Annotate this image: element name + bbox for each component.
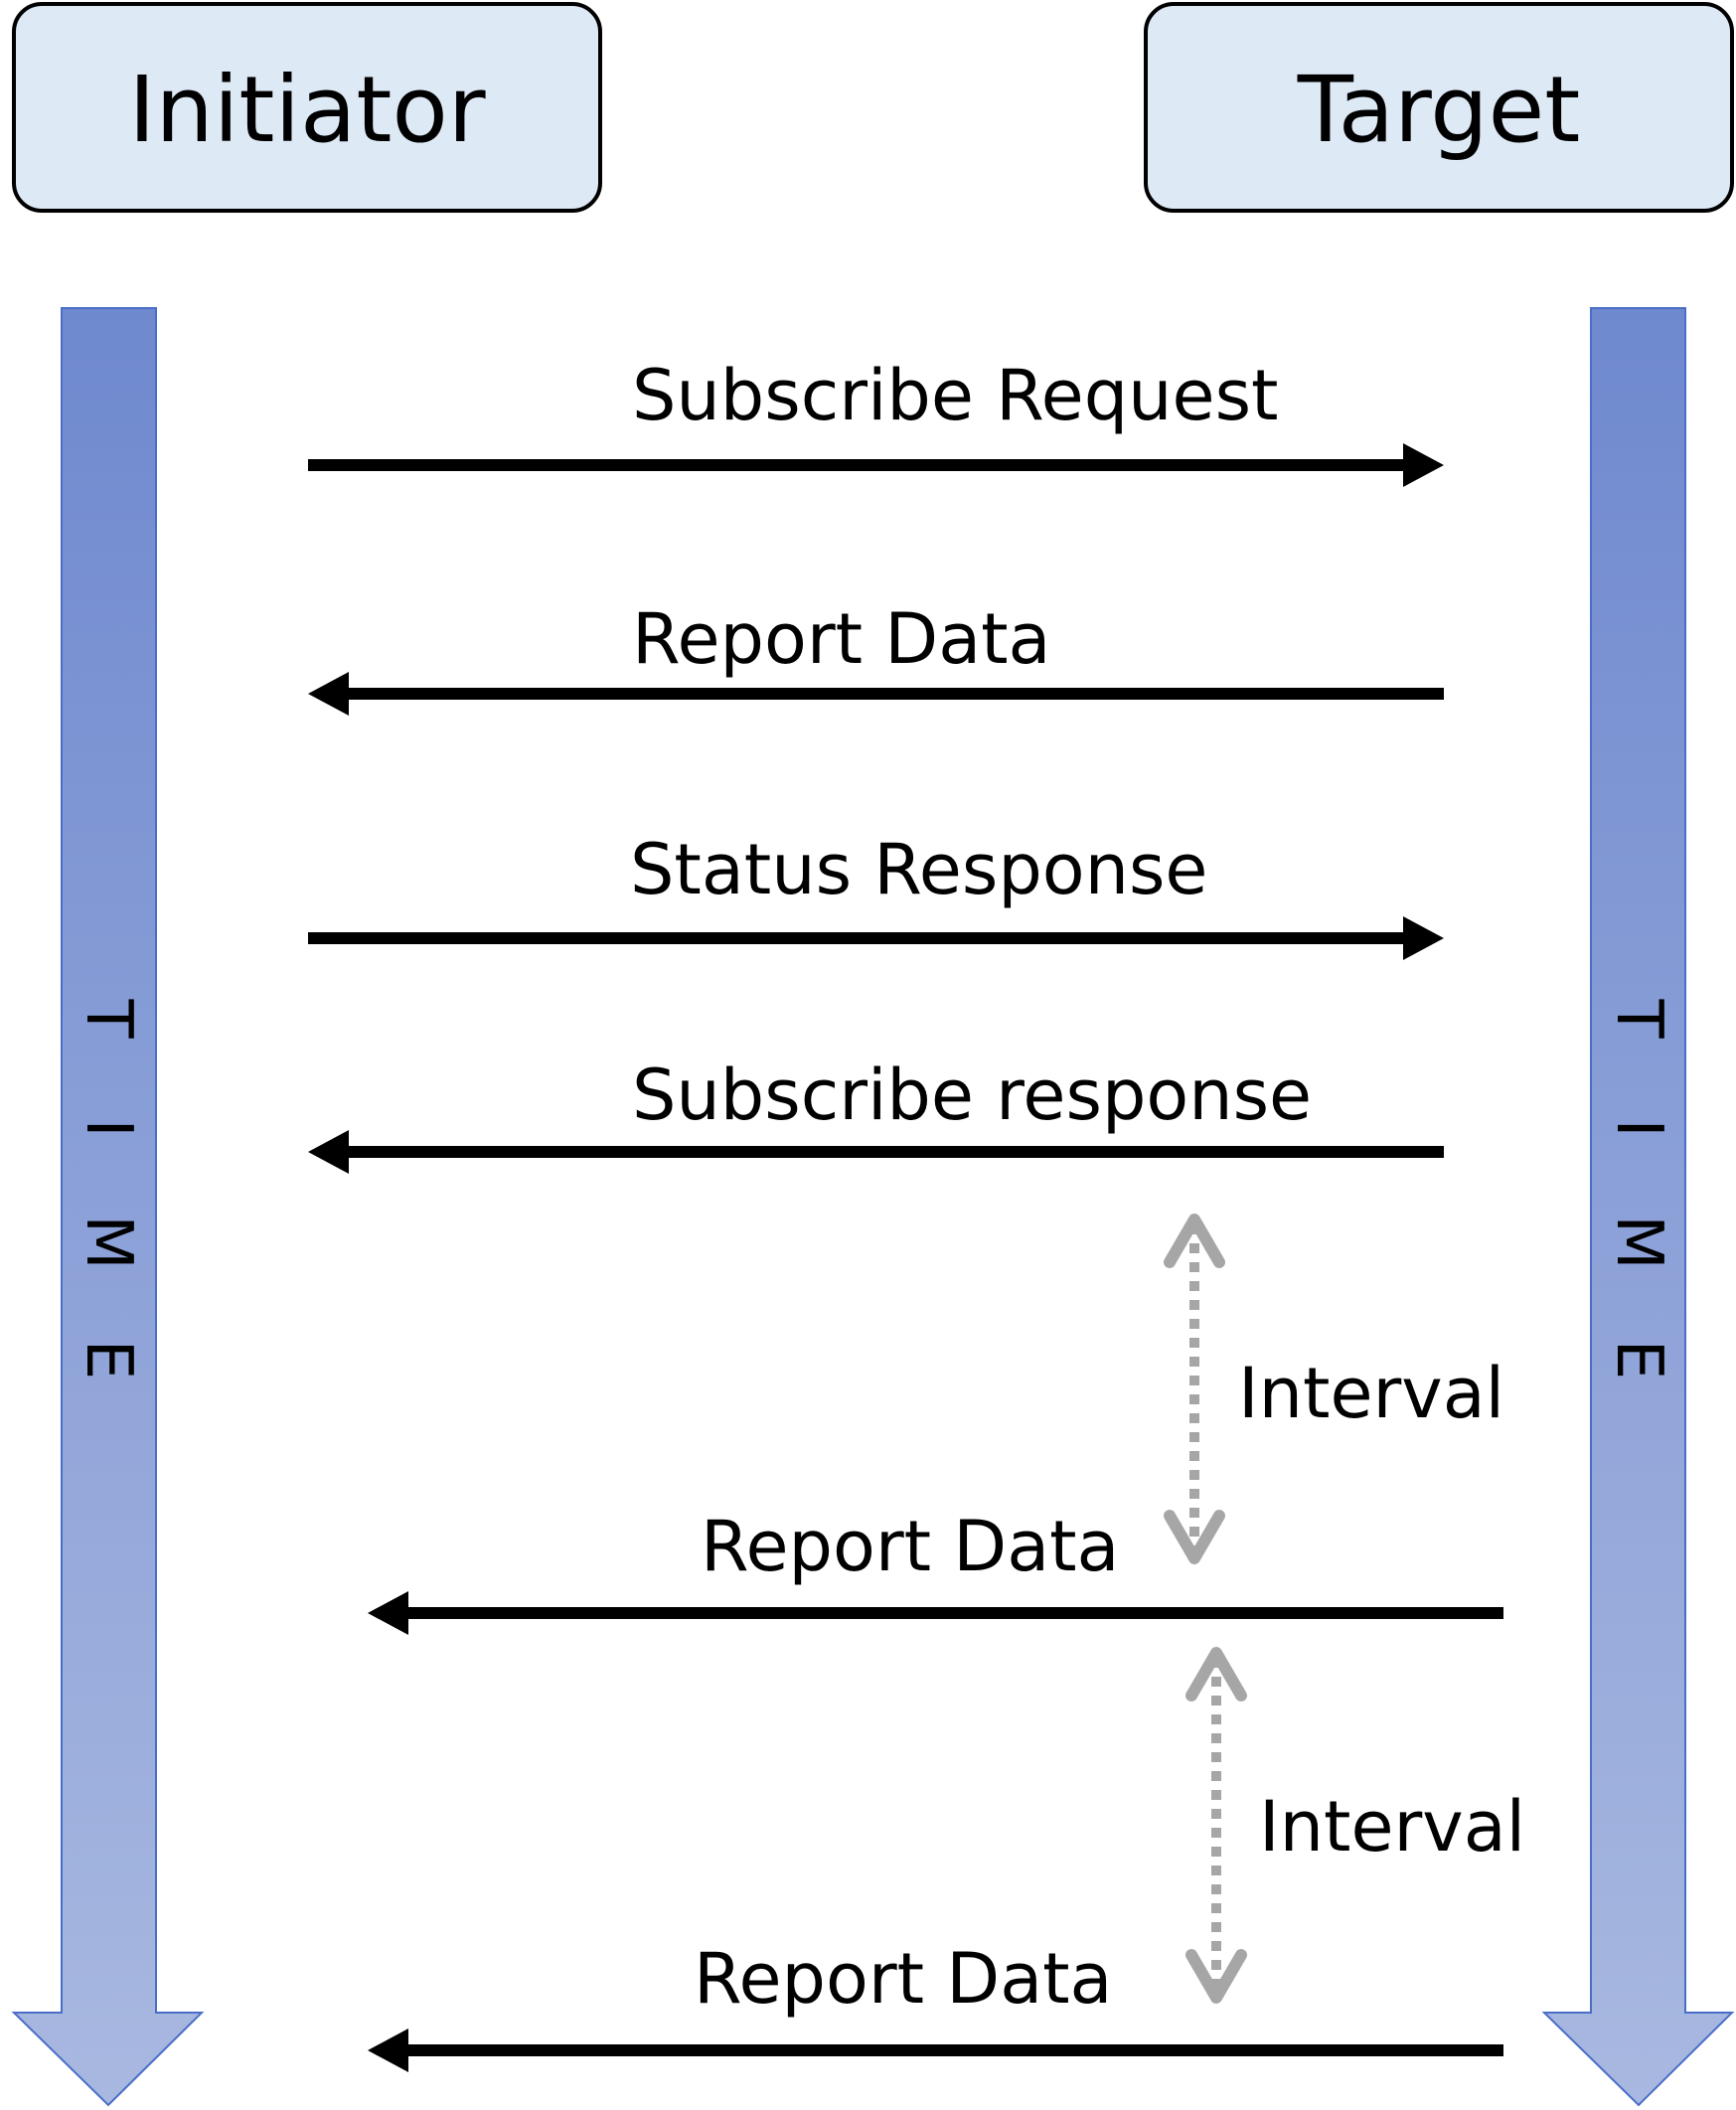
message-report-data-3: Report Data: [368, 1938, 1503, 2072]
interval-label: Interval: [1259, 1786, 1525, 1867]
timeline-right: T I M E: [1541, 307, 1735, 2107]
message-label: Report Data: [701, 1506, 1119, 1587]
arrowhead-right-icon: [1403, 916, 1444, 960]
chevron-down-icon: [1185, 1949, 1247, 2004]
interval-1: Interval: [1164, 1214, 1504, 1564]
message-label: Subscribe response: [632, 1055, 1312, 1136]
timeline-letter-left-m: M: [72, 1215, 145, 1269]
timeline-letter-right-m: M: [1602, 1215, 1675, 1269]
timeline-letter-left-i: I: [72, 1119, 145, 1138]
interval-label: Interval: [1238, 1353, 1504, 1434]
arrowhead-left-icon: [308, 672, 349, 716]
timeline-arrow-right: [1541, 307, 1735, 2107]
message-subscribe-request: Subscribe Request: [308, 355, 1444, 487]
message-label: Subscribe Request: [632, 355, 1279, 436]
arrowhead-left-icon: [308, 1130, 349, 1174]
participant-box-initiator: [12, 2, 602, 213]
arrowhead-left-icon: [368, 2029, 408, 2072]
chevron-up-icon: [1164, 1214, 1225, 1268]
timeline-letter-right-e: E: [1602, 1340, 1675, 1380]
participant-box-target: [1144, 2, 1734, 213]
participant-initiator: Initiator: [12, 2, 602, 213]
chevron-down-icon: [1164, 1510, 1225, 1564]
message-subscribe-response: Subscribe response: [308, 1055, 1444, 1174]
message-report-data-2: Report Data: [368, 1506, 1503, 1635]
message-label: Status Response: [630, 829, 1208, 910]
participant-label-target: Target: [1297, 57, 1581, 163]
timeline-arrow-left: [11, 307, 205, 2107]
timeline-letter-right-i: I: [1602, 1119, 1675, 1138]
timeline-letter-right-t: T: [1602, 998, 1675, 1039]
message-label: Report Data: [694, 1938, 1112, 2020]
message-status-response: Status Response: [308, 829, 1444, 960]
timeline-letter-left-e: E: [72, 1340, 145, 1380]
participant-target: Target: [1144, 2, 1734, 213]
timeline-left: T I M E: [11, 307, 205, 2107]
arrowhead-right-icon: [1403, 443, 1444, 487]
message-label: Report Data: [632, 598, 1050, 680]
chevron-up-icon: [1185, 1647, 1247, 1702]
timeline-letter-left-t: T: [72, 998, 145, 1039]
arrowhead-left-icon: [368, 1591, 408, 1635]
participant-label-initiator: Initiator: [128, 57, 485, 163]
message-report-data-1: Report Data: [308, 598, 1444, 716]
interval-2: Interval: [1185, 1647, 1525, 2004]
